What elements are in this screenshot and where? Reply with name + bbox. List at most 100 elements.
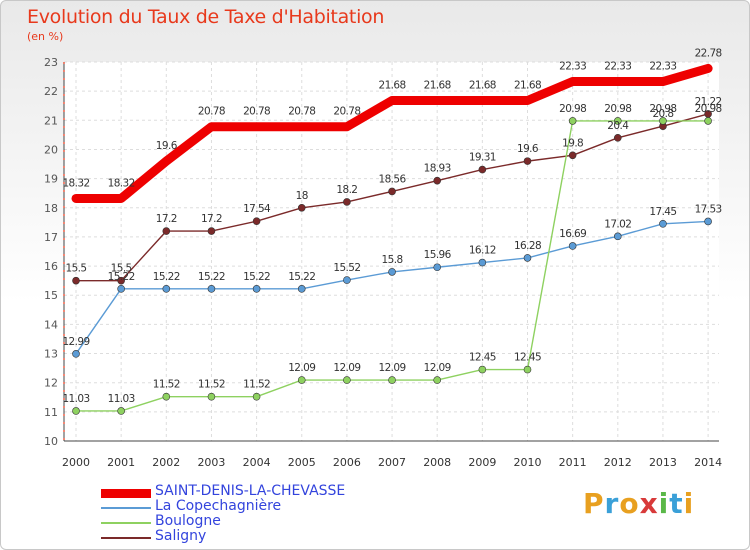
y-tick-label: 18 — [44, 202, 58, 215]
data-point — [207, 392, 216, 401]
data-point — [568, 151, 577, 160]
brand-letter: i — [683, 487, 695, 520]
data-label: 22.78 — [695, 47, 722, 59]
data-point — [478, 258, 487, 267]
legend-item: La Copechagnière — [101, 498, 401, 515]
data-label: 11.52 — [198, 379, 225, 391]
x-tick-label: 2013 — [649, 456, 677, 469]
data-label: 20.98 — [559, 103, 586, 115]
data-point — [388, 376, 396, 384]
legend: SAINT-DENIS-LA-CHEVASSE La Copechagnière B… — [101, 483, 401, 545]
data-point — [433, 263, 442, 272]
data-point — [343, 276, 351, 284]
data-label: 18.93 — [424, 163, 451, 175]
data-label: 20.78 — [198, 106, 225, 118]
data-label: 22.33 — [649, 61, 676, 73]
data-label: 21.22 — [695, 96, 722, 108]
x-tick-label: 2005 — [288, 456, 316, 469]
legend-swatch — [101, 507, 151, 509]
x-tick-label: 2006 — [333, 456, 361, 469]
data-point — [343, 198, 351, 206]
data-label: 17.53 — [695, 203, 722, 215]
data-label: 17.2 — [156, 213, 177, 225]
data-label: 20.78 — [288, 106, 315, 118]
data-label: 15.52 — [333, 262, 360, 274]
data-label: 20.8 — [652, 108, 673, 120]
legend-label: Boulogne — [155, 513, 221, 529]
data-label: 18.2 — [336, 184, 357, 196]
data-label: 21.68 — [514, 79, 541, 91]
brand-logo: Proxiti — [583, 487, 694, 520]
data-point — [568, 117, 577, 125]
y-tick-label: 10 — [44, 435, 58, 448]
data-label: 19.31 — [469, 152, 496, 164]
y-tick-label: 16 — [44, 260, 58, 273]
x-tick-label: 2011 — [559, 456, 587, 469]
data-label: 12.45 — [514, 352, 541, 364]
data-point — [72, 350, 80, 358]
data-point — [568, 242, 577, 250]
data-label: 21.68 — [469, 79, 496, 91]
data-label: 18 — [296, 190, 308, 202]
data-label: 17.45 — [649, 206, 676, 218]
y-tick-label: 12 — [44, 377, 58, 390]
legend-swatch — [101, 488, 151, 498]
y-tick-label: 23 — [44, 56, 58, 69]
data-label: 20.98 — [695, 103, 722, 115]
data-point — [252, 285, 261, 293]
brand-letter: t — [669, 487, 684, 520]
data-label: 12.99 — [62, 336, 89, 348]
chart-title: Evolution du Taux de Taxe d'Habitation — [27, 6, 385, 28]
data-point — [207, 227, 216, 235]
data-point — [343, 376, 351, 384]
data-point — [117, 285, 125, 293]
data-label: 15.5 — [111, 263, 132, 275]
y-tick-label: 13 — [44, 348, 58, 361]
data-point — [297, 203, 306, 212]
data-label: 11.03 — [108, 393, 135, 405]
legend-swatch — [101, 537, 151, 539]
data-label: 11.52 — [153, 379, 180, 391]
data-point — [162, 392, 171, 401]
y-tick-label: 15 — [44, 289, 58, 302]
brand-letter: r — [604, 487, 620, 520]
x-tick-label: 2014 — [694, 456, 722, 469]
x-tick-label: 2001 — [107, 456, 135, 469]
data-label: 20.78 — [243, 106, 270, 118]
data-label: 18.32 — [108, 177, 135, 189]
data-point — [252, 217, 261, 225]
legend-label: Saligny — [155, 528, 207, 544]
data-point — [252, 392, 261, 401]
data-label: 19.6 — [517, 143, 539, 155]
series-line — [71, 63, 713, 203]
data-point — [704, 117, 712, 125]
y-tick-label: 22 — [44, 85, 58, 98]
data-point — [523, 365, 532, 374]
y-tick-label: 20 — [44, 143, 58, 156]
data-label: 12.45 — [469, 352, 496, 364]
legend-item: Boulogne — [101, 513, 401, 530]
data-label: 17.2 — [201, 213, 222, 225]
data-label: 18.32 — [62, 177, 89, 189]
y-tick-label: 17 — [44, 231, 58, 244]
data-point — [613, 117, 622, 125]
data-label: 15.8 — [382, 254, 403, 266]
data-label: 19.6 — [156, 140, 178, 152]
data-label: 15.22 — [108, 271, 135, 283]
x-tick-label: 2000 — [62, 456, 90, 469]
legend-item: SAINT-DENIS-LA-CHEVASSE — [101, 483, 401, 500]
data-label: 11.03 — [62, 393, 89, 405]
data-label: 15.22 — [153, 271, 180, 283]
data-point — [207, 285, 216, 293]
data-label: 22.33 — [559, 61, 586, 73]
data-label: 20.4 — [607, 120, 629, 132]
data-point — [478, 365, 487, 374]
data-point — [162, 227, 171, 235]
legend-label: SAINT-DENIS-LA-CHEVASSE — [155, 483, 346, 499]
data-point — [613, 134, 622, 142]
legend-item: Saligny — [101, 528, 401, 545]
data-label: 19.8 — [562, 137, 583, 149]
data-point — [659, 220, 667, 228]
